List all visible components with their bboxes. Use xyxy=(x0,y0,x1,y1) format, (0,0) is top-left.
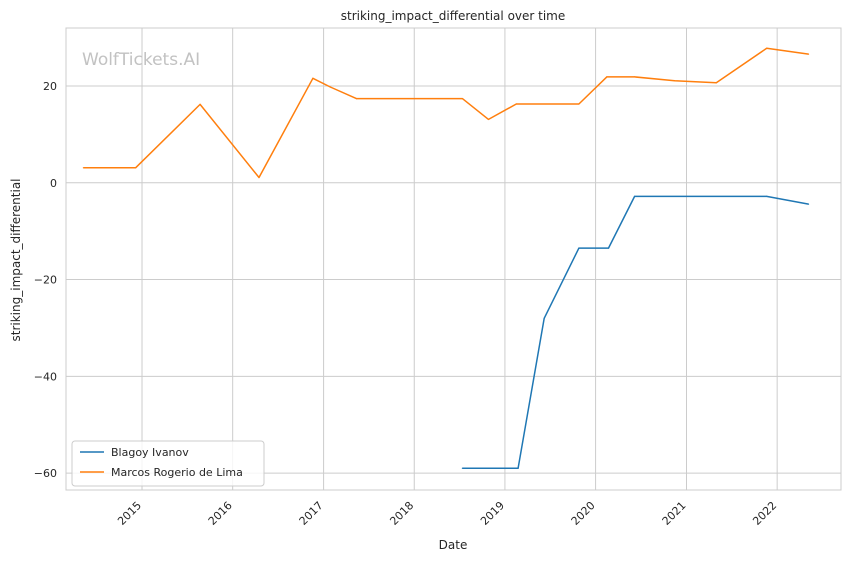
data-point-marcos-rogerio-de-lima xyxy=(578,103,580,105)
y-tick-labels: 20 0 −20 −40 −60 xyxy=(34,80,57,480)
data-point-marcos-rogerio-de-lima xyxy=(355,98,357,100)
data-point-blagoy-ivanov xyxy=(607,247,610,249)
data-point-marcos-rogerio-de-lima xyxy=(312,77,314,79)
data-point-blagoy-ivanov xyxy=(517,467,519,469)
x-axis-label: Date xyxy=(439,538,468,552)
data-point-marcos-rogerio-de-lima xyxy=(487,118,490,120)
data-point-marcos-rogerio-de-lima xyxy=(674,80,676,82)
data-point-marcos-rogerio-de-lima xyxy=(329,86,331,88)
y-tick-label--60: −60 xyxy=(34,467,57,480)
y-axis-label: striking_impact_differential xyxy=(9,178,23,341)
chart-title: striking_impact_differential over time xyxy=(341,9,566,23)
legend-label-blagoy-ivanov: Blagoy Ivanov xyxy=(111,446,189,459)
data-point-marcos-rogerio-de-lima xyxy=(606,76,608,78)
watermark: WolfTickets.AI xyxy=(82,50,200,70)
data-point-blagoy-ivanov xyxy=(634,195,636,197)
data-point-marcos-rogerio-de-lima xyxy=(82,167,84,169)
data-point-blagoy-ivanov xyxy=(461,467,463,469)
data-point-blagoy-ivanov xyxy=(543,317,545,319)
legend-box xyxy=(71,440,265,487)
y-tick-label-0: 0 xyxy=(50,177,57,190)
plot-area-frame xyxy=(65,27,842,491)
data-point-marcos-rogerio-de-lima xyxy=(634,76,636,78)
data-point-marcos-rogerio-de-lima xyxy=(766,47,768,49)
y-tick-label--40: −40 xyxy=(34,370,57,383)
data-point-blagoy-ivanov xyxy=(578,247,580,249)
legend: Blagoy Ivanov Marcos Rogerio de Lima xyxy=(71,440,265,487)
legend-label-marcos-rogerio-de-lima: Marcos Rogerio de Lima xyxy=(111,466,243,479)
data-point-marcos-rogerio-de-lima xyxy=(715,82,717,84)
grid-lines xyxy=(66,28,841,490)
data-point-marcos-rogerio-de-lima xyxy=(135,167,137,169)
data-point-marcos-rogerio-de-lima xyxy=(199,103,201,105)
data-point-blagoy-ivanov xyxy=(766,195,768,197)
data-point-marcos-rogerio-de-lima xyxy=(258,176,260,179)
data-point-blagoy-ivanov xyxy=(807,203,810,205)
data-point-marcos-rogerio-de-lima xyxy=(461,98,463,100)
data-point-marcos-rogerio-de-lima xyxy=(807,53,810,55)
y-tick-label-20: 20 xyxy=(43,80,57,93)
series-layer xyxy=(82,47,810,469)
y-tick-label--20: −20 xyxy=(34,274,57,287)
data-point-marcos-rogerio-de-lima xyxy=(515,103,517,105)
series-line-blagoy-ivanov xyxy=(462,195,809,469)
